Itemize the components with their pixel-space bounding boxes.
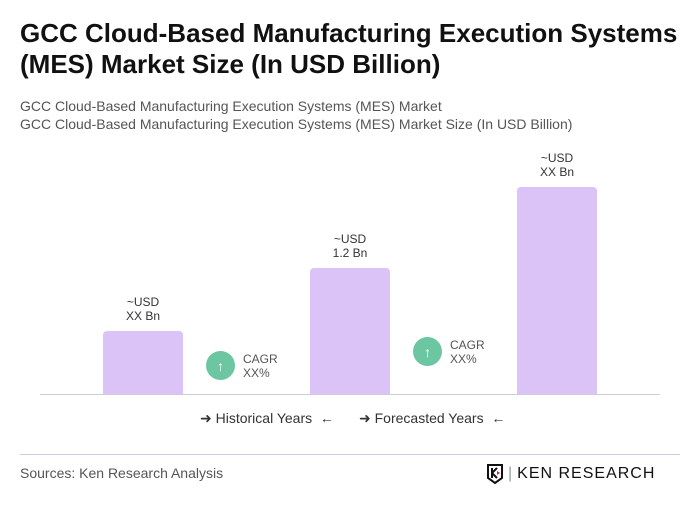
arrow-right-icon: ➜: [200, 410, 212, 426]
arrow-left-icon: ←: [491, 410, 506, 426]
legend-historical: ➜ Historical Years ←: [200, 410, 334, 427]
cagr-label: CAGR: [243, 351, 278, 366]
data-label-line: ~USD: [333, 232, 367, 246]
subtitle-2: GCC Cloud-Based Manufacturing Execution …: [20, 116, 573, 132]
divider: [20, 454, 680, 455]
data-label-line: XX Bn: [125, 309, 161, 323]
cagr-value: XX%: [450, 351, 477, 366]
logo-icon: [487, 464, 503, 484]
data-label: ~USD 1.2 Bn: [310, 232, 390, 260]
cagr-value: XX%: [243, 365, 270, 380]
bar: [103, 331, 183, 394]
arrow-up-icon: ↑: [206, 351, 235, 380]
data-label: ~USD XX Bn: [517, 151, 597, 179]
arrow-up-icon: ↑: [413, 337, 442, 366]
bar: [517, 187, 597, 394]
arrow-left-icon: ←: [319, 410, 334, 426]
cagr-label: CAGR: [450, 337, 485, 352]
data-label: ~USD XX Bn: [103, 295, 183, 323]
bar: [310, 268, 390, 394]
page-title: GCC Cloud-Based Manufacturing Execution …: [20, 18, 678, 79]
data-label-line: ~USD: [126, 295, 160, 309]
x-axis: [40, 394, 660, 395]
cagr-badge-1: ↑ CAGR XX%: [206, 351, 278, 380]
cagr-badge-2: ↑ CAGR XX%: [413, 337, 485, 366]
logo-separator: |: [508, 465, 514, 482]
legend-label: Forecasted Years: [374, 410, 484, 426]
data-label-line: XX Bn: [539, 165, 575, 180]
legend-label: Historical Years: [215, 410, 313, 426]
subtitle: GCC Cloud-Based Manufacturing Execution …: [20, 98, 442, 114]
logo-text: KEN RESEARCH: [517, 465, 656, 482]
data-label-line: ~USD: [540, 151, 574, 166]
data-label-line: 1.2 Bn: [332, 246, 368, 260]
legend-forecasted: ➜ Forecasted Years ←: [359, 410, 505, 427]
source-note: Sources: Ken Research Analysis: [20, 465, 224, 481]
arrow-right-icon: ➜: [359, 410, 371, 426]
ken-research-logo: | KEN RESEARCH: [486, 464, 655, 484]
